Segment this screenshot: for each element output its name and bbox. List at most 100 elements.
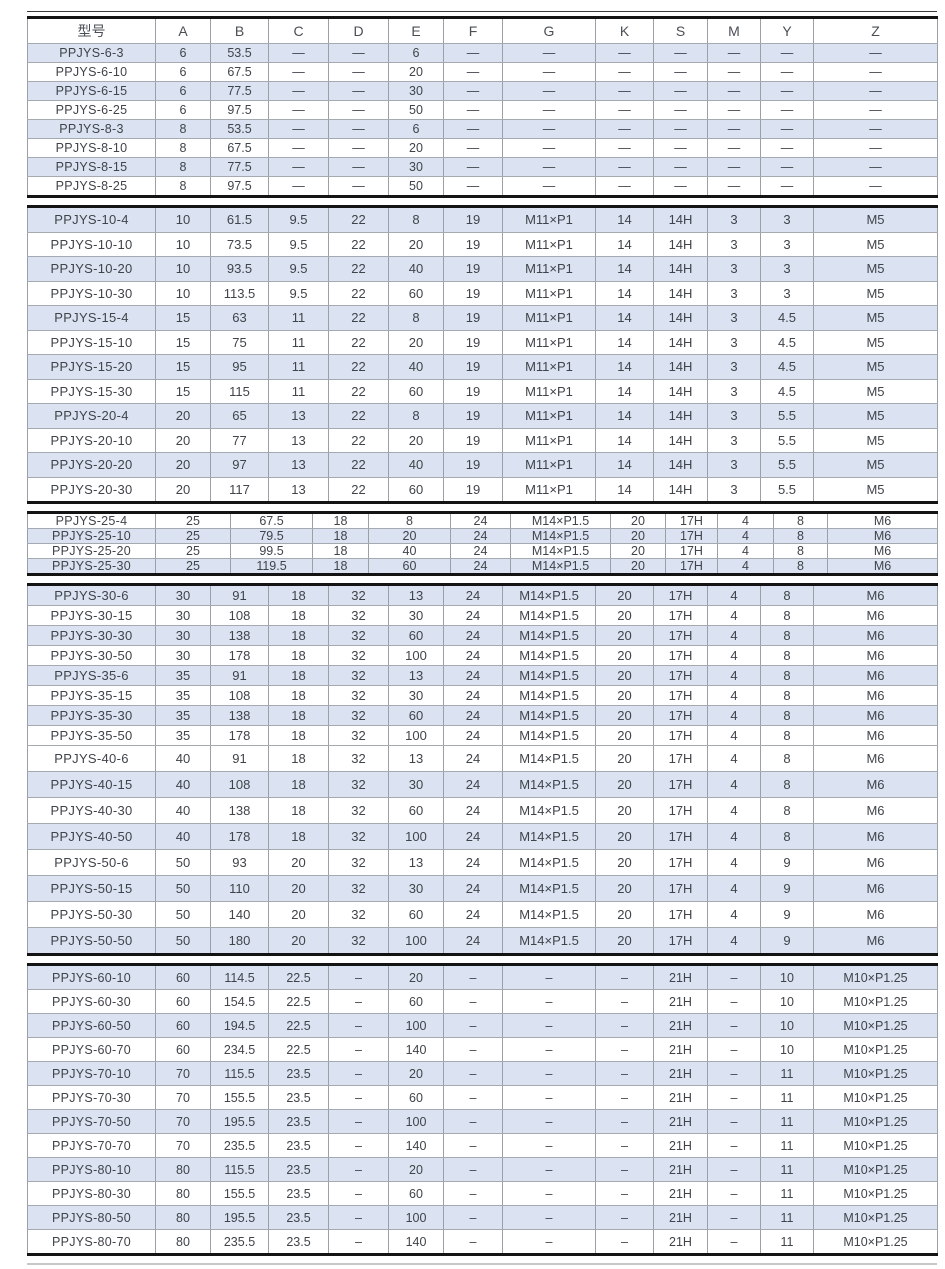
value-cell: 4 — [707, 645, 761, 666]
value-cell: 80 — [155, 1181, 211, 1206]
value-cell: 24 — [443, 725, 503, 746]
table-row: PPJYS-20-4 20 65 13 22 8 19 M11×P1 14 14H 3 5.5 M5 — [27, 403, 938, 429]
value-cell: 19 — [443, 378, 503, 404]
value-cell: – — [707, 1061, 761, 1086]
model-cell: PPJYS-8-3 — [27, 119, 156, 139]
value-cell: 4.5 — [760, 305, 814, 331]
value-cell: 20 — [388, 231, 444, 257]
value-cell: 60 — [388, 1181, 444, 1206]
value-cell: — — [502, 62, 596, 82]
value-cell: 17H — [653, 875, 708, 902]
value-cell: 24 — [450, 543, 511, 559]
value-cell: 20 — [368, 528, 451, 544]
value-cell: – — [595, 964, 654, 990]
value-cell: M10×P1.25 — [813, 1085, 938, 1110]
value-cell: 24 — [443, 875, 503, 902]
table-row: PPJYS-50-15 50 110 20 32 30 24 M14×P1.5 20 17H 4 9 M… — [27, 875, 938, 902]
value-cell: 8 — [760, 605, 814, 626]
value-cell: M6 — [813, 584, 938, 606]
value-cell: 20 — [595, 875, 654, 902]
value-cell: 14H — [653, 427, 708, 453]
table-row: PPJYS-50-30 50 140 20 32 60 24 M14×P1.5 20 17H 4 9 M… — [27, 901, 938, 928]
value-cell: 14 — [595, 378, 654, 404]
value-cell: M10×P1.25 — [813, 1205, 938, 1230]
value-cell: 100 — [388, 725, 444, 746]
value-cell: 30 — [388, 875, 444, 902]
value-cell: 67.5 — [210, 138, 269, 158]
value-cell: 24 — [443, 849, 503, 876]
value-cell: – — [328, 989, 389, 1014]
model-cell: PPJYS-60-50 — [27, 1013, 156, 1038]
value-cell: — — [707, 157, 761, 177]
value-cell: 17H — [653, 745, 708, 772]
value-cell: 10 — [155, 206, 211, 233]
value-cell: 8 — [388, 305, 444, 331]
value-cell: 11 — [760, 1109, 814, 1134]
value-cell: 70 — [155, 1133, 211, 1158]
value-cell: — — [268, 81, 329, 101]
value-cell: 4.5 — [760, 378, 814, 404]
value-cell: 21H — [653, 1013, 708, 1038]
value-cell: M6 — [813, 901, 938, 928]
value-cell: — — [813, 43, 938, 63]
value-cell: 40 — [368, 543, 451, 559]
value-cell: 23.5 — [268, 1181, 329, 1206]
value-cell: 91 — [210, 584, 269, 606]
value-cell: 8 — [155, 119, 211, 139]
value-cell: 195.5 — [210, 1205, 269, 1230]
value-cell: 18 — [312, 512, 369, 529]
value-cell: 9.5 — [268, 231, 329, 257]
model-cell: PPJYS-15-4 — [27, 305, 156, 331]
value-cell: M10×P1.25 — [813, 1133, 938, 1158]
value-cell: 140 — [388, 1037, 444, 1062]
value-cell: 9 — [760, 849, 814, 876]
value-cell: — — [502, 100, 596, 120]
value-cell: – — [595, 1109, 654, 1134]
value-cell: 10 — [155, 256, 211, 282]
value-cell: — — [760, 157, 814, 177]
value-cell: — — [813, 176, 938, 197]
value-cell: — — [653, 62, 708, 82]
value-cell: — — [813, 81, 938, 101]
value-cell: M11×P1 — [502, 256, 596, 282]
value-cell: 23.5 — [268, 1205, 329, 1230]
column-header-F: F — [443, 17, 503, 44]
value-cell: 25 — [155, 512, 231, 529]
value-cell: – — [443, 964, 503, 990]
value-cell: 60 — [388, 280, 444, 306]
value-cell: — — [268, 62, 329, 82]
table-row: PPJYS-60-70 60 234.5 22.5–140– – –21H –10 M10×P… — [27, 1037, 938, 1062]
value-cell: M6 — [813, 725, 938, 746]
value-cell: 30 — [155, 605, 211, 626]
value-cell: 3 — [760, 280, 814, 306]
value-cell: 60 — [388, 989, 444, 1014]
table-row: PPJYS-6-25 6 97.5— —50— — — — — — — — [27, 100, 938, 120]
value-cell: 93.5 — [210, 256, 269, 282]
value-cell: 21H — [653, 1157, 708, 1182]
value-cell: M5 — [813, 206, 938, 233]
value-cell: 32 — [328, 823, 389, 850]
value-cell: 24 — [443, 645, 503, 666]
column-header-Z: Z — [813, 17, 938, 44]
value-cell: 8 — [760, 625, 814, 646]
table-row: PPJYS-35-30 35 138 18 32 60 24 M14×P1.5 20 17H 4 8 M… — [27, 705, 938, 726]
value-cell: 13 — [388, 584, 444, 606]
model-cell: PPJYS-20-30 — [27, 476, 156, 503]
value-cell: — — [268, 176, 329, 197]
value-cell: — — [268, 138, 329, 158]
value-cell: 61.5 — [210, 206, 269, 233]
value-cell: — — [595, 62, 654, 82]
value-cell: 14H — [653, 329, 708, 355]
value-cell: – — [328, 1205, 389, 1230]
value-cell: 18 — [268, 584, 329, 606]
value-cell: 119.5 — [230, 558, 313, 575]
value-cell: 3 — [707, 354, 761, 380]
value-cell: 22 — [328, 206, 389, 233]
value-cell: 6 — [388, 43, 444, 63]
spec-table-main: 型号 A B C D E F G K S M Y Z PPJYS-6-3 6 53.5— —6— — — — — — — P… — [27, 16, 938, 198]
value-cell: — — [328, 157, 389, 177]
value-cell: 35 — [155, 725, 211, 746]
value-cell: – — [502, 1229, 596, 1255]
value-cell: – — [443, 1133, 503, 1158]
